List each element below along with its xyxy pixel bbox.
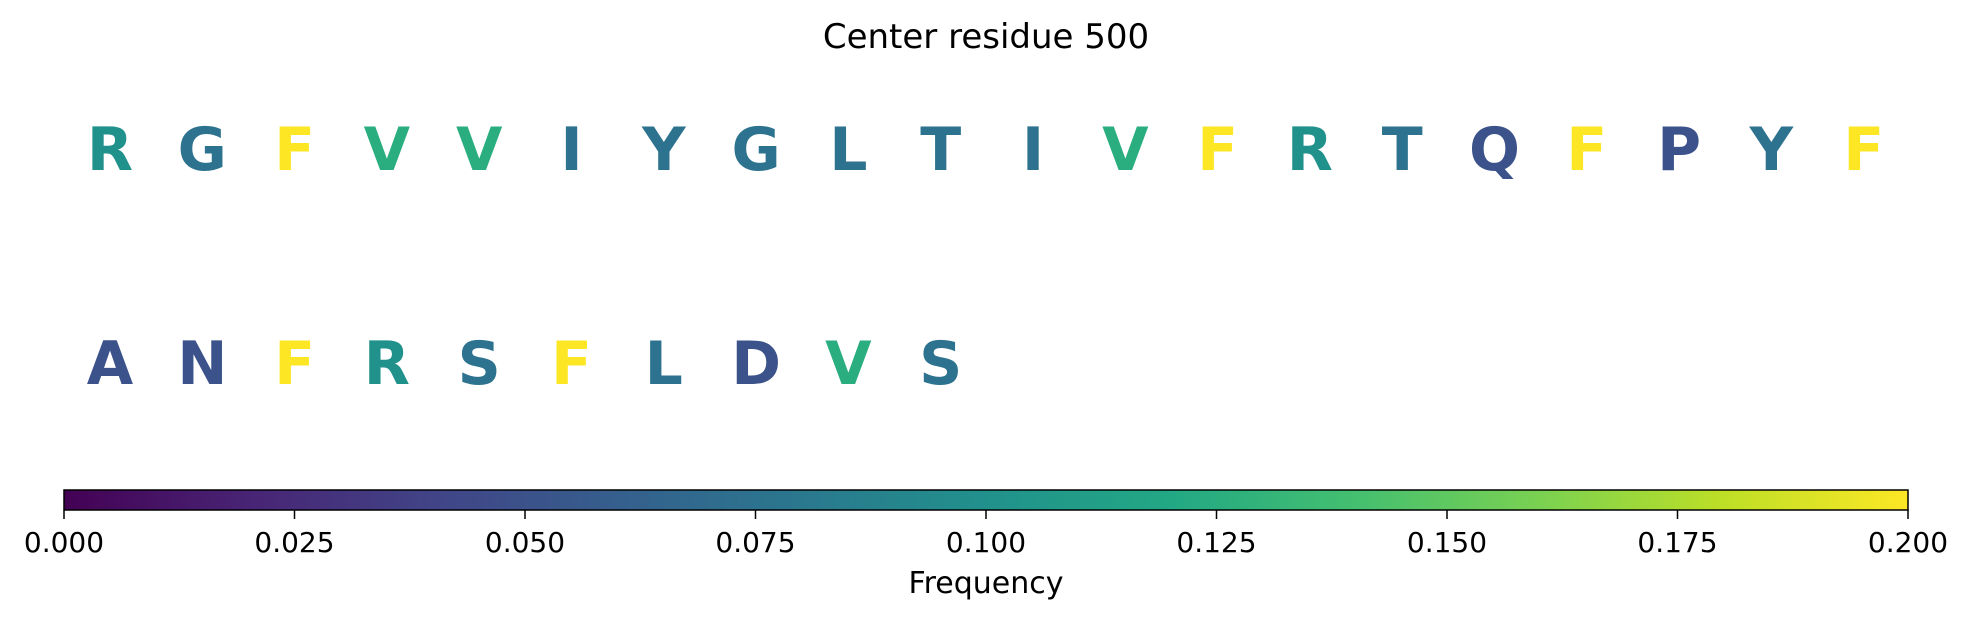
residue-letter: I xyxy=(560,115,582,185)
residue-letter: V xyxy=(1102,115,1149,185)
colorbar-tick-label: 0.200 xyxy=(1868,526,1948,559)
residue-letter: S xyxy=(458,329,501,399)
colorbar-tick-label: 0.175 xyxy=(1637,526,1717,559)
residue-letter: F xyxy=(1843,115,1884,185)
residue-letter: Y xyxy=(1749,115,1795,185)
residue-grid: R G F V V I Y G L T I V F R T Q F P Y FA N F R S F L D V S xyxy=(87,115,1884,399)
colorbar-label: Frequency xyxy=(909,566,1064,601)
residue-letter: I xyxy=(1022,115,1044,185)
residue-letter: V xyxy=(364,115,411,185)
residue-letter: D xyxy=(731,329,781,399)
residue-letter: F xyxy=(551,329,592,399)
residue-letter: R xyxy=(87,115,133,185)
residue-letter: F xyxy=(274,329,315,399)
chart-title: Center residue 500 xyxy=(823,17,1149,57)
residue-letter: T xyxy=(1382,115,1423,185)
residue-letter: G xyxy=(178,115,227,185)
residue-letter: R xyxy=(1287,115,1333,185)
colorbar-tick-label: 0.050 xyxy=(485,526,565,559)
colorbar-tick-label: 0.100 xyxy=(946,526,1026,559)
residue-letter: A xyxy=(87,329,134,399)
residue-letter: G xyxy=(731,115,780,185)
residue-letter: F xyxy=(274,115,315,185)
residue-letter: V xyxy=(825,329,872,399)
colorbar-tick-label: 0.000 xyxy=(24,526,104,559)
residue-letter: N xyxy=(177,329,227,399)
colorbar-gradient xyxy=(63,489,1909,511)
residue-letter: Y xyxy=(641,115,687,185)
colorbar-tick-label: 0.125 xyxy=(1176,526,1256,559)
residue-letter: F xyxy=(1566,115,1607,185)
residue-letter: T xyxy=(920,115,961,185)
colorbar: 0.000 0.025 0.050 0.075 0.100 0.125 0.150 0.175… xyxy=(24,489,1948,601)
residue-letter: R xyxy=(364,329,410,399)
colorbar-tick-label: 0.075 xyxy=(715,526,795,559)
residue-letter: V xyxy=(456,115,503,185)
residue-letter: Q xyxy=(1469,115,1520,185)
residue-letter: L xyxy=(645,329,683,399)
residue-letter: L xyxy=(829,115,867,185)
colorbar-ticks: 0.000 0.025 0.050 0.075 0.100 0.125 0.150 0.175… xyxy=(24,510,1948,559)
residue-letter: F xyxy=(1197,115,1238,185)
colorbar-tick-label: 0.150 xyxy=(1407,526,1487,559)
colorbar-tick-label: 0.025 xyxy=(254,526,334,559)
residue-letter: P xyxy=(1657,115,1701,185)
residue-letter: S xyxy=(919,329,962,399)
